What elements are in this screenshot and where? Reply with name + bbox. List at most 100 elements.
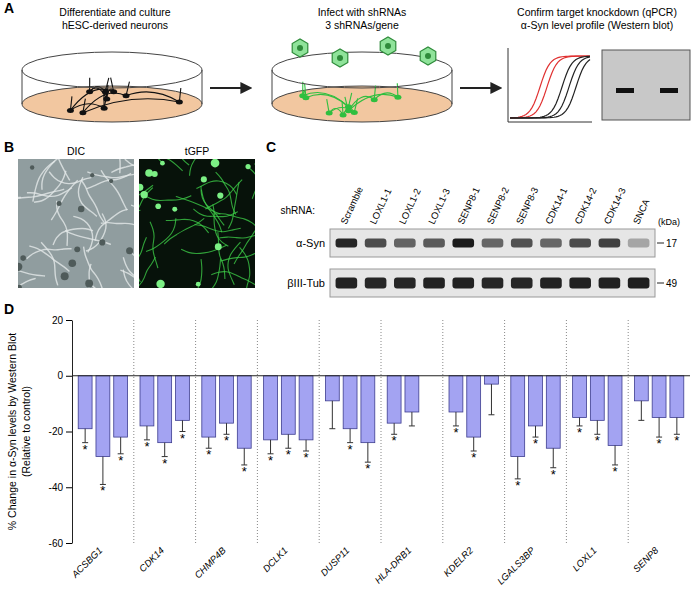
cell-process (216, 172, 236, 214)
micrograph (18, 159, 134, 288)
significance-mark: * (533, 436, 538, 451)
figure-svg: ABCDDifferentiate and culturehESC-derive… (0, 0, 700, 590)
error-bar-cap (488, 414, 494, 415)
significance-mark: * (286, 447, 291, 462)
blot-row-label: βIII-Tub (287, 277, 325, 289)
cell-body (172, 207, 177, 212)
significance-mark: * (453, 425, 458, 440)
step-text: Confirm target knockdown (qPCR) (517, 6, 677, 18)
error-bar (144, 426, 150, 440)
blot-band (628, 278, 650, 289)
cell-process (27, 188, 72, 197)
bar (114, 376, 128, 437)
cell-process (221, 247, 255, 261)
tick-label: -20 (49, 426, 64, 437)
tick-label: -40 (49, 482, 64, 493)
axis-line (72, 321, 73, 544)
neurite (126, 92, 179, 102)
error-bar (285, 434, 291, 448)
cell-body (245, 164, 250, 169)
neurite (83, 99, 179, 113)
error-bar-stem (120, 437, 121, 454)
cell-process (142, 159, 182, 171)
cell-process (87, 172, 134, 178)
cell-process (150, 222, 158, 268)
blot-band (452, 278, 474, 289)
tick-label: -60 (49, 538, 64, 549)
bar (529, 376, 543, 426)
cell-process (213, 204, 229, 246)
cell-process (164, 218, 204, 244)
neuron-soma (103, 96, 110, 101)
significance-mark: * (471, 450, 476, 465)
category-label: CHMP4B (192, 544, 228, 580)
significance-mark: * (118, 453, 123, 468)
gel-band (616, 88, 634, 93)
cell-process (34, 171, 66, 202)
micrograph-bg (139, 159, 255, 288)
blot-band (452, 239, 474, 248)
y-axis-title: % Change in α-Syn levels by Western Blot (6, 333, 18, 530)
cell-process (75, 159, 121, 160)
error-bar (409, 412, 415, 426)
panel-label: C (266, 139, 276, 155)
bar (361, 376, 375, 443)
panel-label: A (4, 0, 14, 16)
panel-label: D (4, 301, 14, 317)
cell-body (141, 191, 148, 198)
error-bar-cap (329, 428, 335, 429)
cell-process (123, 270, 134, 288)
blot-band (540, 278, 562, 289)
blot-band (569, 278, 591, 289)
error-bar (268, 440, 274, 454)
plot-area (78, 376, 684, 485)
lane-label: CDK14-1 (543, 186, 569, 226)
bar (299, 376, 313, 440)
image-title: tGFP (185, 145, 210, 157)
blot-band (336, 239, 358, 248)
virus-particle (292, 39, 308, 57)
tick-mark (66, 487, 72, 488)
figure-root: ABCDDifferentiate and culturehESC-derive… (0, 0, 700, 590)
significance-mark: * (162, 456, 167, 471)
marker-tick (657, 283, 664, 284)
culture-medium (22, 86, 202, 122)
bar (634, 376, 648, 401)
cell-body (196, 282, 201, 287)
bar (220, 376, 234, 423)
cell-process (148, 159, 162, 162)
significance-mark: * (348, 442, 353, 457)
category-separator (381, 320, 382, 543)
error-bar-stem (85, 429, 86, 443)
cell-process (78, 177, 96, 216)
gel-band (660, 88, 678, 93)
cell-body (78, 206, 84, 212)
marker-label: 17 (666, 238, 678, 249)
blot-band (365, 239, 387, 248)
cell-body (156, 280, 164, 288)
neuron-soma (326, 111, 333, 116)
error-bar (515, 457, 521, 479)
cell-process (18, 196, 21, 200)
blot-strip (330, 269, 655, 297)
y-tick: -40 (49, 482, 72, 493)
cell-process (195, 225, 241, 232)
blot-band (482, 278, 504, 289)
y-tick: -20 (49, 426, 72, 437)
cell-process (27, 249, 72, 259)
cell-process (125, 159, 134, 183)
step-text: 3 shRNAs/gene (325, 19, 399, 31)
cell-process (53, 159, 70, 180)
bar (511, 376, 525, 457)
neuron-soma (123, 93, 130, 98)
neurite (348, 94, 397, 110)
cell-body (155, 203, 161, 209)
error-bar (471, 437, 477, 451)
cell-process (139, 257, 155, 288)
cell-body (30, 165, 34, 169)
cell-process (95, 209, 128, 240)
tick-label: 20 (52, 315, 64, 326)
cell-body (18, 263, 22, 271)
error-bar-stem (455, 412, 456, 426)
error-bar (82, 429, 88, 443)
